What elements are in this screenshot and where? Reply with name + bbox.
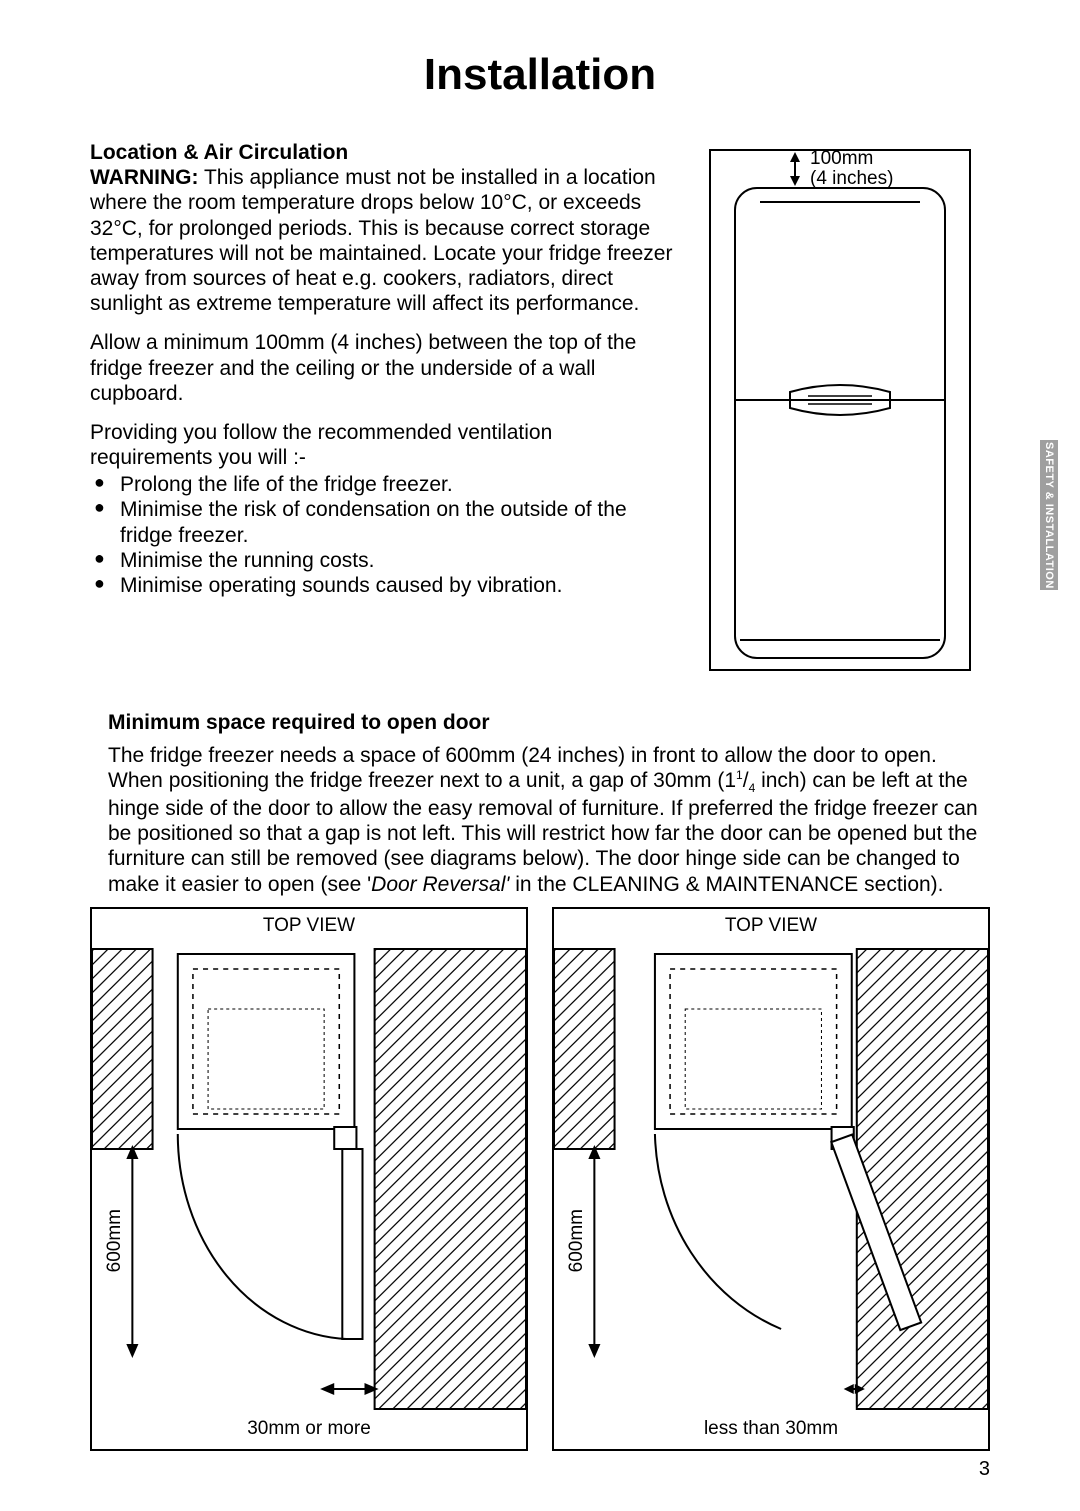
front-clearance-diagram: 100mm (4 inches) (690, 140, 990, 680)
clearance-para: Allow a minimum 100mm (4 inches) between… (90, 330, 675, 406)
page-title: Installation (90, 50, 990, 100)
fraction-numerator: 1 (736, 768, 743, 782)
gap-inches-label: (4 inches) (810, 168, 893, 189)
gap-mm-label: 100mm (810, 148, 873, 169)
ventilation-intro: Providing you follow the recommended ven… (90, 420, 675, 470)
door-reversal-ref: Door Reversal' (371, 873, 509, 896)
list-item: Prolong the life of the fridge freezer. (90, 472, 675, 497)
section2-heading: Minimum space required to open door (108, 710, 990, 735)
door-space-para1: The fridge freezer needs a space of 600m… (108, 744, 937, 767)
topview-diagram-nogap: TOP VIEW (552, 907, 990, 1451)
topview-diagram-gap: TOP VIEW (90, 907, 528, 1451)
page-number: 3 (979, 1458, 990, 1481)
location-section: Location & Air Circulation WARNING: This… (90, 140, 675, 680)
door-space-para2c: in the CLEANING & MAINTENANCE section). (509, 873, 943, 896)
warning-label: WARNING: (90, 166, 199, 189)
benefits-list: Prolong the life of the fridge freezer. … (90, 472, 675, 598)
gap-caption: less than 30mm (554, 1418, 988, 1441)
topview-label: TOP VIEW (554, 915, 988, 938)
depth-label: 600mm (104, 1209, 127, 1272)
door-space-para2a: When positioning the fridge freezer next… (108, 769, 736, 792)
section1-heading: Location & Air Circulation (90, 141, 348, 164)
door-space-section: Minimum space required to open door The … (90, 710, 990, 1451)
section-tab: SAFETY & INSTALLATION (1040, 440, 1058, 590)
list-item: Minimise operating sounds caused by vibr… (90, 573, 675, 598)
topview-label: TOP VIEW (92, 915, 526, 938)
list-item: Minimise the risk of condensation on the… (90, 497, 675, 547)
list-item: Minimise the running costs. (90, 548, 675, 573)
depth-label: 600mm (566, 1209, 589, 1272)
gap-caption: 30mm or more (92, 1418, 526, 1441)
